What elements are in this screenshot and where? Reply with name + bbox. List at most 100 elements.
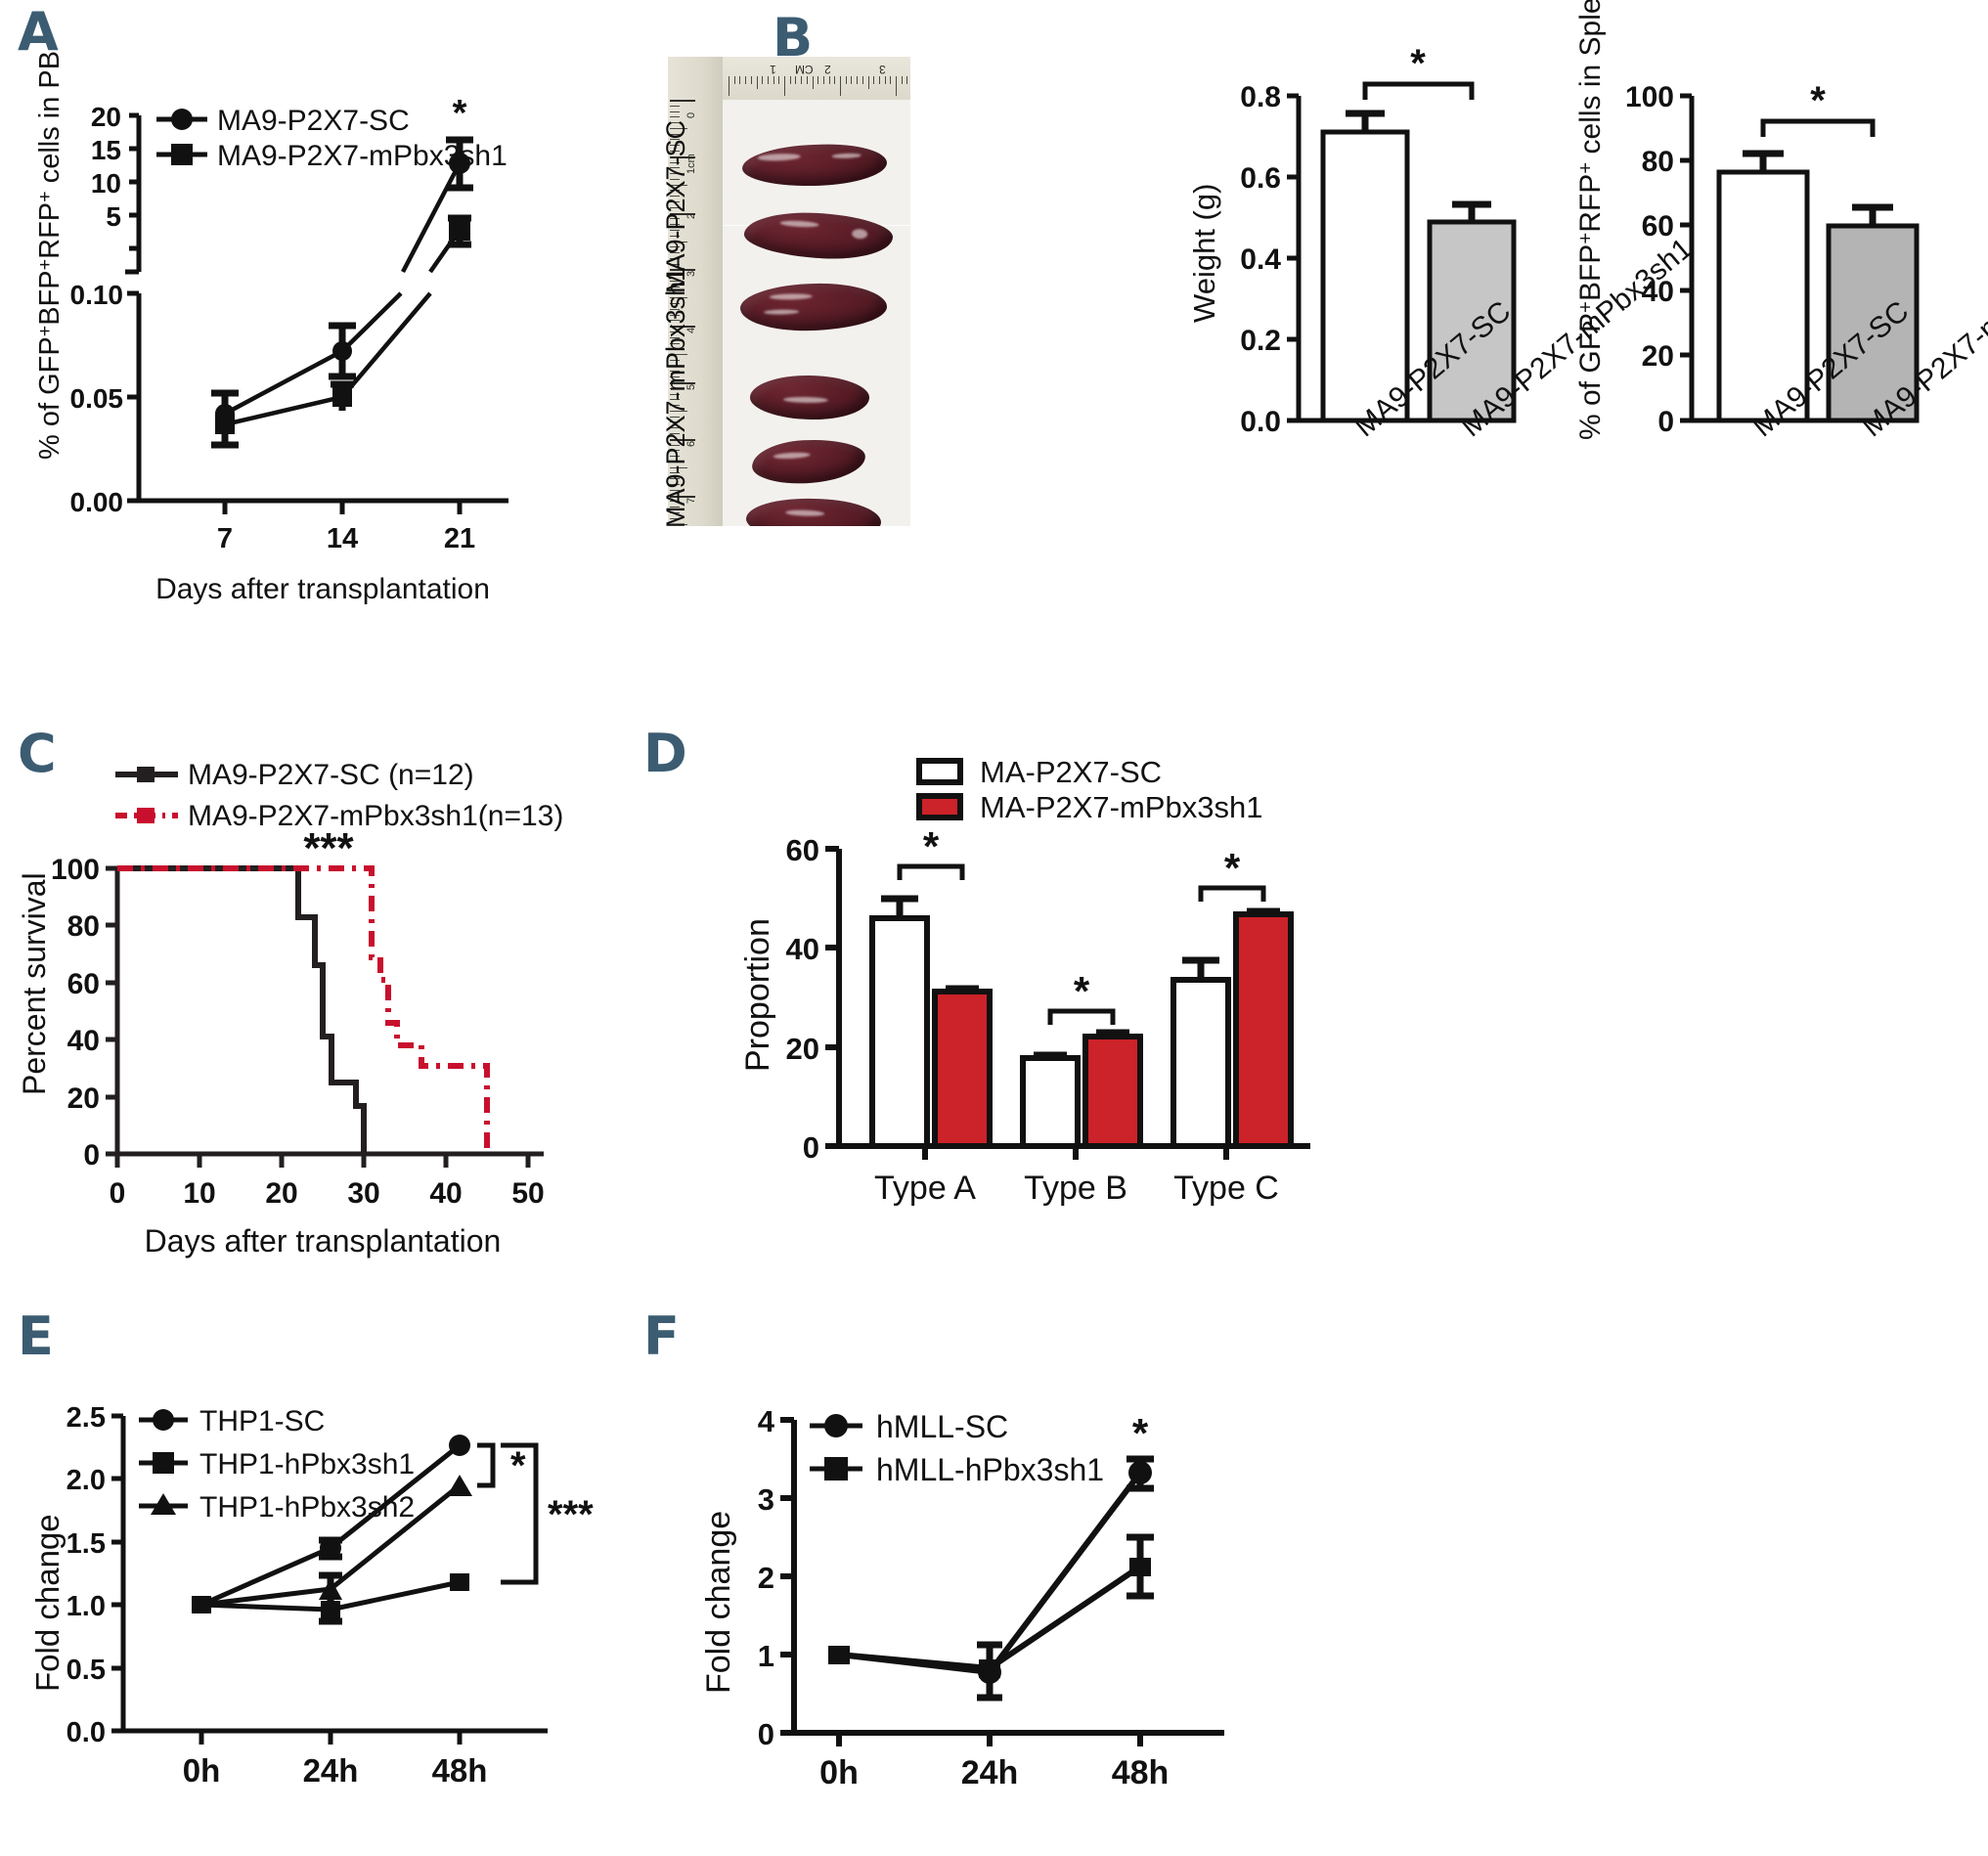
panel-f-legend: hMLL-SC hMLL-hPbx3sh1 (810, 1409, 1104, 1487)
ruler-tick-top (817, 76, 819, 84)
ruler-tick (670, 399, 680, 401)
panel-c-xtick-30: 30 (347, 1177, 379, 1210)
spleen-group-label-sh1: MA9-P2X7-mPbx3sh1 (661, 266, 690, 528)
panel-d-axis: 60 40 20 0 Type A Type B Type C (786, 833, 1310, 1207)
panel-a-ylabel-p2: BFP (34, 270, 66, 325)
panel-f-xtick-0h: 0h (819, 1754, 859, 1791)
ruler-vertical (668, 57, 723, 526)
panel-a-xtick-14: 14 (327, 523, 358, 554)
ruler-tick (670, 167, 680, 169)
panel-e-legend: THP1-SC THP1-hPbx3sh1 THP1-hPbx3sh2 (139, 1405, 415, 1524)
spleenpct-ytick-100: 100 (1625, 81, 1674, 113)
ruler-tick-top (756, 76, 758, 89)
panel-d-significance-c: * (1224, 845, 1241, 891)
panel-a-ytick-10: 10 (91, 168, 121, 199)
panel-e-series (192, 1435, 472, 1625)
ruler-top-num: CM (795, 63, 814, 76)
ruler-tick (670, 161, 680, 163)
panel-c-ylabel-group: Percent survival (17, 872, 52, 1095)
panel-f-axis: 4 3 2 1 0 0h 24h 48h (758, 1404, 1224, 1791)
ruler-tick (670, 263, 680, 265)
ruler-tick-top (762, 76, 764, 84)
panel-a-xtick-7: 7 (217, 523, 233, 554)
panel-c-xtick-10: 10 (183, 1177, 215, 1210)
spleenpct-ylabel-p5: + (1575, 162, 1597, 174)
panel-c-xtick-40: 40 (429, 1177, 462, 1210)
panel-e-xtick-48h: 48h (432, 1752, 488, 1789)
panel-a-ylabel-p5: + (34, 191, 56, 202)
ruler-tick (670, 252, 680, 254)
panel-f-ylabel: Fold change (700, 1511, 737, 1694)
panel-c-axis: 100 80 60 40 20 0 0 10 20 30 40 50 (51, 854, 545, 1210)
panel-f-ytick-4: 4 (758, 1404, 775, 1438)
weight-ytick-0-0: 0.0 (1240, 406, 1281, 438)
ruler-tick (670, 387, 680, 389)
ruler-tick-top (806, 76, 808, 84)
panel-d-ytick-40: 40 (786, 932, 819, 966)
ruler-horizontal: 1 CM 2 3 (723, 57, 910, 100)
ruler-tick (670, 438, 695, 441)
ruler-tick (670, 461, 680, 463)
ruler-tick (670, 371, 680, 373)
ruler-tick (670, 523, 687, 525)
ruler-tick (670, 269, 695, 272)
panel-f-letter: F (643, 1305, 680, 1367)
spleenpct-ytick-80: 80 (1642, 146, 1674, 178)
ruler-tick (670, 122, 680, 124)
ruler-tick (670, 127, 687, 129)
panel-e-ylabel-group: Fold change (29, 1514, 66, 1692)
ruler-tick-top (896, 76, 897, 96)
ruler-tick (670, 190, 680, 192)
ruler-top-num: 3 (879, 63, 886, 76)
ruler-tick (670, 246, 680, 248)
panel-d-legend-swatch-1 (916, 793, 963, 820)
panel-e-xtick-24h: 24h (303, 1752, 359, 1789)
ruler-tick-top (733, 76, 735, 84)
spleenpct-ylabel-group: % of GFP+BFP+RFP+ cells in Spleen (1574, 0, 1607, 440)
ruler-tick (670, 416, 680, 418)
svg-text:% of GFP+BFP+RFP+ cells in PB: % of GFP+BFP+RFP+ cells in PB (34, 51, 66, 460)
panel-c-legend-label-1: MA9-P2X7-mPbx3sh1(n=13) (188, 800, 563, 832)
ruler-tick-top (745, 76, 747, 84)
spleenpct-ytick-0: 0 (1657, 406, 1674, 438)
ruler-tick (670, 365, 680, 367)
panel-b-spleen-chart: 100 80 60 40 20 0 * % of GFP+BFP+RFP+ ce… (1535, 0, 1988, 606)
ruler-tick (670, 472, 680, 474)
weight-ytick-0-2: 0.2 (1240, 325, 1281, 357)
ruler-tick-top (750, 76, 752, 84)
panel-d-significance-a: * (923, 823, 940, 869)
ruler-tick (670, 466, 687, 468)
ruler-tick (670, 433, 680, 435)
ruler-tick (670, 280, 680, 282)
ruler-tick (670, 241, 687, 243)
ruler-tick (670, 382, 695, 384)
spleenpct-ytick-20: 20 (1642, 340, 1674, 373)
ruler-tick (670, 206, 680, 208)
panel-f-ytick-1: 1 (758, 1639, 774, 1673)
panel-a-ylabel-p1: + (34, 326, 56, 337)
weight-significance: * (1410, 42, 1426, 85)
ruler-tick (670, 410, 687, 412)
panel-c: C MA9-P2X7-SC (n=12) MA9-P2X7-mPbx3sh1(n… (0, 724, 626, 1271)
panel-a-legend-label-1: MA9-P2X7-mPbx3sh1 (217, 140, 508, 172)
ruler-tick (670, 336, 680, 338)
panel-a-ytick-0-00: 0.00 (70, 487, 124, 517)
ruler-num-0: 0 (685, 111, 697, 118)
ruler-top-num: 1 (770, 63, 776, 76)
panel-b-letter: B (773, 7, 814, 68)
weight-bars (1320, 110, 1517, 423)
panel-d-legend: MA-P2X7-SC MA-P2X7-mPbx3sh1 (916, 755, 1262, 824)
panel-a-ytick-15: 15 (91, 135, 121, 165)
panel-e: E 2.5 2.0 1.5 1.0 0.5 0.0 0h 24h 48h THP… (0, 1310, 626, 1856)
ruler-tick-top (878, 76, 880, 84)
panel-f-legend-label-0: hMLL-SC (876, 1409, 1008, 1444)
ruler-tick (670, 450, 680, 452)
spleenpct-ylabel-p4: RFP (1574, 174, 1607, 233)
ruler-tick-top (739, 76, 741, 84)
ruler-tick-top (834, 76, 836, 84)
panel-d-legend-label-0: MA-P2X7-SC (980, 755, 1162, 789)
ruler-tick (670, 427, 680, 429)
panel-f-ytick-2: 2 (758, 1561, 774, 1595)
panel-c-ytick-60: 60 (67, 968, 100, 1000)
ruler-tick (670, 100, 695, 102)
